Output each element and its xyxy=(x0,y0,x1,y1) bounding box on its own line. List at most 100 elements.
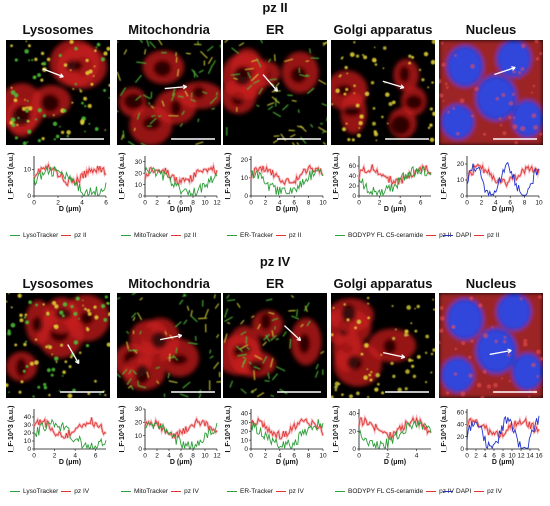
section-title: pz IV xyxy=(259,254,291,269)
legend-swatch xyxy=(275,235,286,236)
y-tick-label: 30 xyxy=(24,422,32,429)
y-axis-label: I_F·10^3 (a.u.) xyxy=(440,406,448,453)
x-tick-label: 2 xyxy=(56,200,60,207)
legend-label: pz IV xyxy=(288,488,304,495)
y-tick-label: 0 xyxy=(460,446,464,453)
x-tick-label: 10 xyxy=(319,200,327,207)
x-tick-label: 2 xyxy=(264,453,268,460)
x-axis-label: D (μm) xyxy=(384,459,406,466)
profile-plot-golgi-1: 0 2 4 0 20 40 I_F·10^3 (a.u.) D (μm) xyxy=(331,405,435,466)
y-tick-label: 20 xyxy=(241,428,249,435)
x-tick-label: 6 xyxy=(94,453,98,460)
profile-plot-golgi-0: 0 2 4 6 0 20 40 60 I_F·10^3 (a.u.) D (μm) xyxy=(331,152,435,213)
column-title-nucleus: Nucleus xyxy=(465,22,517,37)
x-axis-label: D (μm) xyxy=(170,206,192,213)
x-tick-label: 4 xyxy=(167,453,171,460)
legend-swatch xyxy=(426,491,437,492)
x-tick-label: 8 xyxy=(523,200,527,207)
x-tick-label: 0 xyxy=(32,200,36,207)
legend-label: DAPI xyxy=(456,232,472,239)
legend-label: ER-Tracker xyxy=(240,488,273,495)
x-tick-label: 0 xyxy=(357,453,361,460)
legend-label: pz II xyxy=(288,232,302,239)
pz-series-line xyxy=(33,163,107,187)
legend-label: pz II xyxy=(74,232,87,239)
legend-label: pz II xyxy=(487,232,500,239)
y-tick-label: 0 xyxy=(27,446,31,453)
y-tick-label: 20 xyxy=(135,420,143,427)
x-tick-label: 2 xyxy=(264,200,268,207)
legend-swatch xyxy=(335,491,345,492)
x-tick-label: 2 xyxy=(53,453,57,460)
column-title-er: ER xyxy=(265,276,285,291)
legend-swatch xyxy=(10,491,20,492)
legend-swatch xyxy=(61,235,72,236)
tracker-series-line xyxy=(144,166,218,197)
profile-plot-mito-1: 0 2 4 6 8 10 12 0 10 20 30 I_F·10^3 (a.u.) D (μm) xyxy=(117,405,221,466)
legend-swatch xyxy=(443,235,453,236)
y-axis-label: I_F·10^3 (a.u.) xyxy=(224,406,232,453)
x-tick-label: 0 xyxy=(465,453,469,460)
axes xyxy=(250,156,323,197)
y-tick-label: 40 xyxy=(24,414,32,421)
legend: MitoTracker pz II xyxy=(121,232,196,239)
legend-label: BODYPY FL C5-ceramide xyxy=(348,232,424,239)
x-tick-label: 4 xyxy=(494,200,498,207)
y-axis-label: I_F·10^3 (a.u.) xyxy=(332,153,340,200)
x-tick-label: 4 xyxy=(398,200,402,207)
legend-label: pz II xyxy=(184,232,197,239)
profile-plot-nucleus-0: 0 2 4 6 8 10 0 10 20 I_F·10^3 (a.u.) D (μm) xyxy=(439,152,543,213)
x-tick-label: 12 xyxy=(517,453,525,460)
profile-plot-nucleus-1: 0 2 4 6 8 10 12 14 16 0 20 40 60 I_F·10^3 (a.u.) D (μm… xyxy=(439,405,543,466)
legend-label: ER-Tracker xyxy=(240,232,273,239)
micrograph-lyso-1 xyxy=(6,293,110,398)
legend-swatch xyxy=(443,491,453,492)
y-tick-label: 60 xyxy=(349,163,357,170)
x-tick-label: 0 xyxy=(465,200,469,207)
x-tick-label: 0 xyxy=(32,453,36,460)
y-tick-label: 30 xyxy=(135,406,143,413)
y-axis-label: I_F·10^3 (a.u.) xyxy=(332,406,340,453)
y-tick-label: 40 xyxy=(241,411,249,418)
y-tick-label: 0 xyxy=(352,193,356,200)
legend-swatch xyxy=(275,491,286,492)
column-title-mito: Mitochondria xyxy=(128,276,210,291)
x-tick-label: 16 xyxy=(535,453,543,460)
column-title-lyso: Lysosomes xyxy=(22,276,94,291)
x-tick-label: 0 xyxy=(249,200,253,207)
x-tick-label: 4 xyxy=(73,453,77,460)
legend: DAPI pz IV xyxy=(443,488,502,495)
x-tick-label: 2 xyxy=(155,200,159,207)
x-tick-label: 12 xyxy=(213,200,221,207)
y-axis-label: I_F·10^3 (a.u.) xyxy=(440,153,448,200)
x-tick-label: 6 xyxy=(419,200,423,207)
y-tick-label: 0 xyxy=(138,193,142,200)
tracker-series-line xyxy=(33,165,107,196)
dapi-series-line xyxy=(466,161,540,197)
y-axis-label: I_F·10^3 (a.u.) xyxy=(7,153,15,200)
legend-swatch xyxy=(227,491,237,492)
tracker-series-line xyxy=(144,421,218,449)
legend: ER-Tracker pz IV xyxy=(227,488,304,495)
pz-series-line xyxy=(144,417,218,439)
legend-swatch xyxy=(121,235,131,236)
legend-swatch xyxy=(61,491,72,492)
x-tick-label: 0 xyxy=(357,200,361,207)
tracker-series-line xyxy=(358,420,432,449)
legend: LysoTracker pz II xyxy=(10,232,87,239)
column-title-er: ER xyxy=(265,22,285,37)
axes xyxy=(33,409,106,450)
x-tick-label: 2 xyxy=(386,453,390,460)
pz-series-line xyxy=(250,164,324,186)
legend-swatch xyxy=(474,491,485,492)
x-tick-label: 10 xyxy=(508,453,516,460)
y-tick-label: 0 xyxy=(138,446,142,453)
y-tick-label: 20 xyxy=(457,434,465,441)
tracker-series-line xyxy=(358,165,432,197)
x-tick-label: 6 xyxy=(292,453,296,460)
x-axis-label: D (μm) xyxy=(492,206,514,213)
micrograph-er-1 xyxy=(223,293,327,398)
legend-swatch xyxy=(171,235,182,236)
x-tick-label: 2 xyxy=(378,200,382,207)
profile-plot-mito-0: 0 2 4 6 8 10 12 0 10 20 30 I_F·10^3 (a.u.) D (μm) xyxy=(117,152,221,213)
